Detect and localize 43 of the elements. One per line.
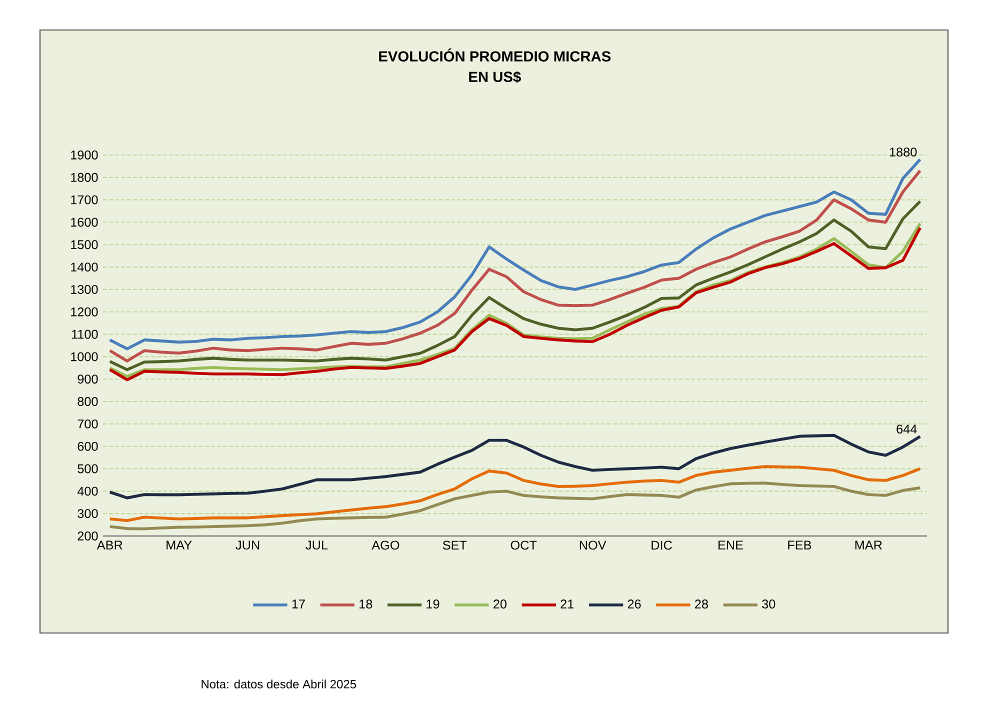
x-tick-label: SET [442,540,467,550]
y-tick-label: 300 [78,509,98,518]
x-tick-label: NOV [580,540,606,550]
legend-label: 19 [426,600,440,609]
y-tick-label: 600 [78,442,98,451]
y-tick-label: 1400 [71,262,98,272]
text: Nota: datos desde Abril 2025 [202,680,356,688]
x-tick-label: JUN [236,540,260,550]
y-tick-label: 1100 [72,330,98,339]
y-tick-label: 1500 [71,240,98,250]
y-tick-label: 1000 [71,352,98,362]
y-tick-label: 1800 [71,172,98,182]
y-tick-label: 1700 [71,195,98,204]
x-tick-label: FEB [788,540,812,550]
legend-label: 30 [762,600,776,609]
y-tick-label: 700 [78,419,98,428]
y-tick-label: 400 [77,486,98,496]
y-tick-label: 1900 [71,150,98,160]
annotation: 644 [896,424,917,434]
y-tick-label: 200 [78,532,98,540]
x-tick-label: ENE [718,540,743,550]
legend-label: 20 [494,600,506,609]
x-tick-label: DIC [652,540,672,550]
x-tick-label: JUL [306,540,328,550]
x-tick-label: OCT [510,540,537,550]
legend-label: 18 [360,600,372,609]
y-tick-label: 1600 [71,218,98,227]
y-tick-label: 500 [78,464,98,474]
chart-subtitle: EN US$ [469,71,521,83]
x-tick-label: AGO [372,540,400,550]
y-tick-label: 1200 [71,307,98,316]
legend-label: 28 [695,600,708,609]
y-tick-label: 800 [78,397,98,406]
x-tick-label: ABR [96,540,122,550]
x-tick-label: MAY [166,540,192,550]
y-tick-label: 900 [78,374,98,384]
legend-label: 17 [292,600,305,608]
chart-title: EVOLUCIÓN PROMEDIO MICRAS [379,48,611,62]
x-tick-label: MAR [855,540,882,550]
y-tick-label: 1300 [71,284,98,294]
legend-label: 21 [560,600,574,608]
annotation: 1880 [890,148,917,157]
legend-label: 26 [628,600,641,609]
